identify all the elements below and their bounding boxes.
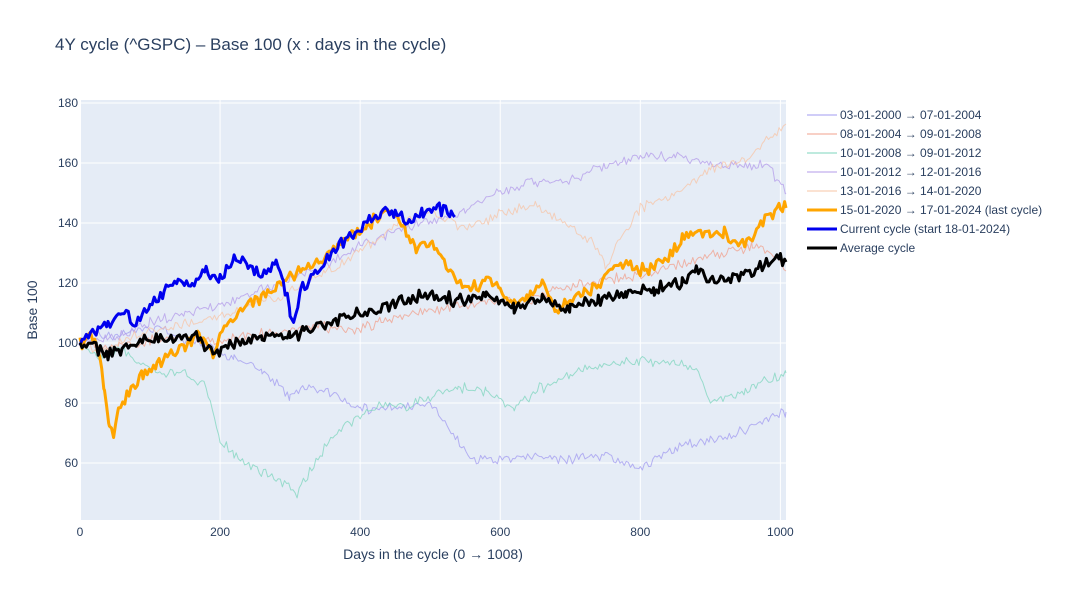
x-tick-label: 800 [630, 525, 650, 539]
legend-label: 03-01-2000 → 07-01-2004 [840, 108, 982, 122]
y-tick-label: 120 [58, 276, 78, 290]
legend-item-6[interactable]: 15-01-2020 → 17-01-2024 (last cycle) [807, 203, 1042, 217]
series-lines [78, 123, 788, 499]
legend-label: 13-01-2016 → 14-01-2020 [840, 184, 982, 198]
x-tick-label: 600 [490, 525, 510, 539]
y-tick-label: 140 [58, 216, 78, 230]
y-axis-title: Base 100 [24, 280, 40, 339]
x-tick-label: 0 [77, 525, 84, 539]
y-tick-label: 100 [58, 336, 78, 350]
y-tick-label: 60 [65, 456, 79, 470]
series-line-8 [78, 252, 788, 362]
y-tick-label: 80 [65, 396, 79, 410]
legend-label: 10-01-2012 → 12-01-2016 [840, 165, 982, 179]
series-line-1 [79, 325, 787, 471]
legend-label: 10-01-2008 → 09-01-2012 [840, 146, 982, 160]
legend-label: 08-01-2004 → 09-01-2008 [840, 127, 982, 141]
legend-item-2[interactable]: 08-01-2004 → 09-01-2008 [807, 127, 982, 141]
axes: 0 200 400 600 800 1000 60 80 100 120 140 160 180 [58, 96, 794, 539]
legend-item-3[interactable]: 10-01-2008 → 09-01-2012 [807, 146, 982, 160]
series-line-4 [79, 151, 787, 349]
legend[interactable]: 03-01-2000 → 07-01-2004 08-01-2004 → 09-0… [807, 108, 1042, 255]
series-line-3 [79, 339, 787, 499]
chart-title: 4Y cycle (^GSPC) – Base 100 (x : days in… [55, 35, 446, 54]
legend-item-5[interactable]: 13-01-2016 → 14-01-2020 [807, 184, 982, 198]
legend-item-4[interactable]: 10-01-2012 → 12-01-2016 [807, 165, 982, 179]
y-tick-label: 160 [58, 156, 78, 170]
legend-label: Average cycle [840, 241, 915, 255]
legend-label: Current cycle (start 18-01-2024) [840, 222, 1010, 236]
x-tick-label: 200 [210, 525, 230, 539]
x-tick-label: 1000 [767, 525, 794, 539]
legend-item-1[interactable]: 03-01-2000 → 07-01-2004 [807, 108, 982, 122]
legend-label: 15-01-2020 → 17-01-2024 (last cycle) [840, 203, 1042, 217]
x-tick-label: 400 [350, 525, 370, 539]
legend-item-7[interactable]: Current cycle (start 18-01-2024) [807, 222, 1010, 236]
legend-item-8[interactable]: Average cycle [807, 241, 915, 255]
x-axis-title: Days in the cycle (0 → 1008) [343, 546, 523, 562]
y-tick-label: 180 [58, 96, 78, 110]
series-line-7 [78, 201, 456, 346]
